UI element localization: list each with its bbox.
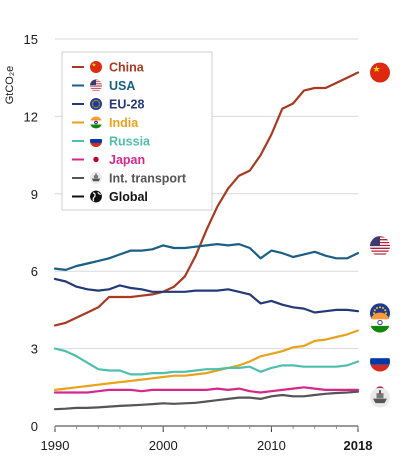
legend-box [61, 51, 213, 211]
ship-icon [90, 172, 102, 184]
legend: ★ China USA EU-28 India Russia Japan Int. trans… [61, 51, 213, 211]
x-tick-label: 2000 [149, 438, 178, 453]
y-tick-label: 9 [31, 187, 38, 202]
russia-flag-icon [90, 135, 102, 147]
legend-item-usa: USA [72, 79, 135, 93]
globe-icon [90, 190, 102, 203]
eu-flag-icon [90, 98, 102, 110]
legend-item-japan: Japan [72, 153, 145, 167]
legend-item-russia: Russia [72, 135, 151, 149]
y-tick-label: 6 [31, 264, 38, 279]
y-axis-label: GtCO₂e [4, 66, 16, 105]
series-lines [53, 71, 360, 411]
legend-label: Int. transport [109, 172, 187, 186]
usa-flag-icon [370, 236, 390, 257]
legend-item-int-transport: Int. transport [72, 172, 187, 186]
legend-label: EU-28 [109, 98, 144, 112]
legend-label: China [109, 61, 145, 75]
series-line-japan [53, 386, 360, 394]
japan-dot-icon [93, 156, 99, 163]
y-tick-label: 3 [31, 342, 38, 357]
legend-item-china: ★ China [72, 61, 145, 75]
legend-label: India [109, 116, 139, 130]
legend-label: Russia [109, 135, 151, 149]
svg-text:★: ★ [91, 63, 96, 69]
ship-icon [370, 387, 390, 408]
y-tick-label: 0 [31, 419, 38, 434]
legend-item-global: Global [72, 190, 148, 204]
india-flag-icon [90, 116, 102, 129]
x-tick-label: 2018 [344, 438, 373, 453]
svg-text:★: ★ [372, 65, 380, 75]
china-flag-icon: ★ [90, 61, 102, 73]
series-line-eu-28 [53, 277, 360, 314]
legend-item-eu-28: EU-28 [72, 98, 144, 112]
series-line-russia [53, 347, 360, 376]
series-end-icons: ★ [370, 62, 390, 408]
series-line-int-transport [53, 390, 360, 411]
russia-flag-icon [370, 351, 390, 372]
legend-label: USA [109, 79, 135, 93]
china-flag-icon: ★ [370, 62, 390, 83]
x-tick-label: 1990 [41, 438, 70, 453]
axes: 0 3 6 9 12 15 1990 2000 2010 2018 GtCO₂e [4, 32, 372, 453]
series-line-usa [53, 243, 360, 271]
x-tick-label: 2010 [257, 438, 286, 453]
series-line-india [53, 329, 360, 391]
y-tick-label: 15 [24, 32, 38, 47]
series-line-china [53, 71, 360, 327]
legend-label: Global [109, 190, 148, 204]
legend-label: Japan [109, 153, 145, 167]
y-tick-label: 12 [24, 109, 38, 124]
legend-item-india: India [72, 116, 139, 130]
usa-flag-icon [90, 79, 102, 92]
india-flag-icon [370, 312, 390, 333]
